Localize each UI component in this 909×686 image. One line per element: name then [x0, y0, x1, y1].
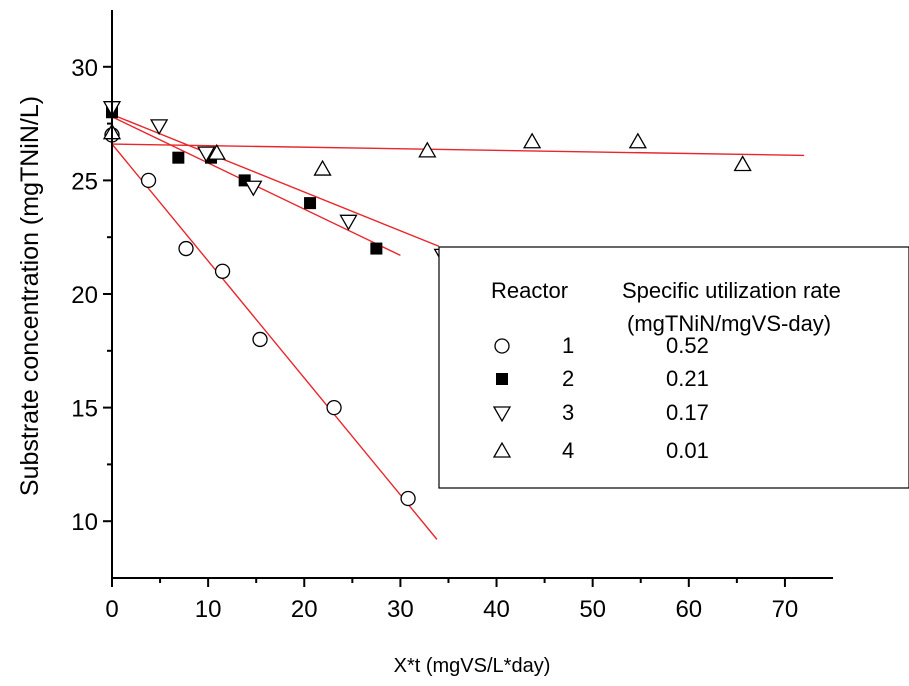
legend-box: [438, 246, 909, 489]
data-point-reactor-2: [304, 197, 317, 210]
data-point-reactor-1: [326, 399, 342, 416]
data-point-reactor-1: [214, 263, 231, 279]
data-markers: [102, 101, 752, 507]
x-tick-label: 40: [483, 596, 510, 623]
fit-line-reactor-4: [111, 143, 805, 157]
data-point-reactor-4: [522, 132, 542, 149]
legend-header-rate: Specific utilization rate: [622, 278, 841, 303]
legend-marker-reactor-4: [492, 441, 512, 458]
data-point-reactor-2: [172, 151, 185, 164]
y-tick-label: 25: [71, 168, 98, 195]
legend-marker-reactor-1: [494, 338, 510, 354]
x-tick-label: 70: [772, 596, 799, 623]
data-point-reactor-4: [313, 159, 332, 176]
data-point-reactor-1: [252, 331, 268, 348]
y-tick-label: 20: [71, 282, 98, 309]
fit-line-reactor-3: [111, 113, 440, 247]
data-point-reactor-1: [400, 490, 416, 507]
legend-rate-value: 0.21: [666, 366, 709, 391]
x-axis-label: X*t (mgVS/L*day): [394, 655, 551, 677]
legend-rate-value: 0.52: [666, 333, 709, 358]
data-point-reactor-2: [370, 242, 383, 255]
y-tick-label: 15: [71, 396, 98, 423]
data-point-reactor-1: [140, 172, 157, 189]
legend-marker-reactor-2: [496, 373, 508, 385]
legend-marker-reactor-3: [492, 406, 512, 423]
data-point-reactor-4: [207, 143, 226, 160]
data-point-reactor-4: [628, 132, 647, 149]
legend-rate-value: 0.17: [666, 400, 709, 425]
legend-reactor-label: 2: [562, 366, 574, 391]
fit-line-reactor-1: [111, 143, 438, 540]
y-tick-label: 30: [71, 55, 98, 82]
legend-header-rate-units: (mgTNiN/mgVS-day): [627, 311, 831, 336]
data-point-reactor-3: [149, 119, 169, 136]
data-point-reactor-1: [178, 240, 194, 257]
legend: Reactor Specific utilization rate (mgTNi…: [438, 246, 909, 489]
legend-rows: 1 0.52 2 0.21 3 0.17 4 0.01: [492, 333, 709, 463]
legend-reactor-label: 1: [562, 333, 574, 358]
ticks: 0 10 20 30 40 50 60 70 10 15 20 25 30: [71, 55, 798, 623]
x-tick-label: 60: [675, 596, 702, 623]
x-tick-label: 10: [195, 596, 222, 623]
data-point-reactor-4: [733, 155, 752, 172]
y-axis-label: Substrate concentration (mgTNiN/L): [16, 96, 44, 496]
data-point-reactor-3: [339, 214, 358, 231]
legend-rate-value: 0.01: [666, 438, 709, 463]
x-tick-label: 20: [291, 596, 318, 623]
legend-header-reactor: Reactor: [491, 278, 568, 303]
data-point-reactor-4: [418, 141, 437, 158]
y-tick-label: 10: [71, 509, 98, 536]
data-point-reactor-3: [197, 146, 216, 163]
x-tick-label: 30: [387, 596, 414, 623]
x-tick-label: 50: [579, 596, 606, 623]
fit-lines: [111, 113, 805, 540]
data-point-reactor-3: [244, 180, 263, 197]
legend-reactor-label: 4: [562, 438, 574, 463]
legend-reactor-label: 3: [562, 400, 574, 425]
x-tick-label: 0: [105, 596, 118, 623]
